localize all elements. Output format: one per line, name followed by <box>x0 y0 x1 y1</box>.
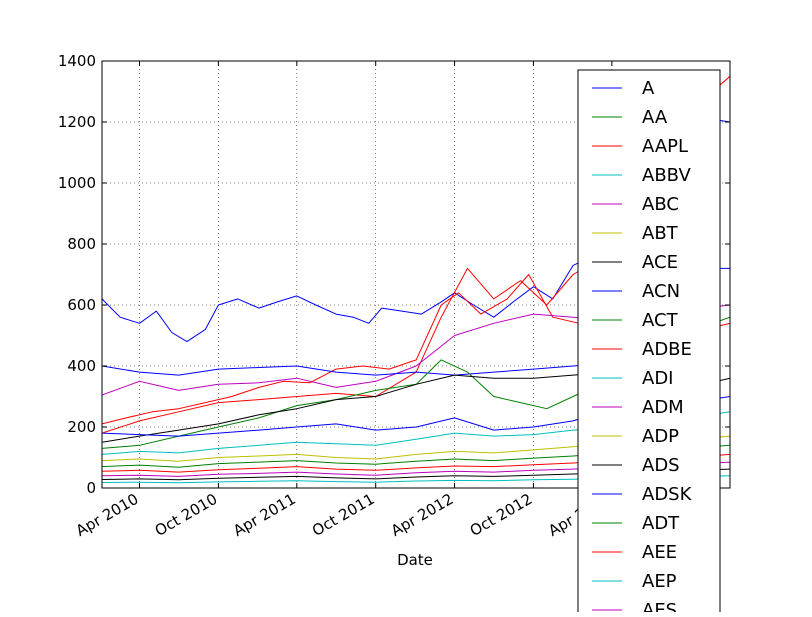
y-tick-label: 1000 <box>58 174 96 192</box>
legend-label: ABT <box>642 223 679 244</box>
legend-label: AAPL <box>642 136 688 157</box>
legend-label: ADT <box>642 513 680 534</box>
legend: AAAAAPLABBVABCABTACEACNACTADBEADIADMADPA… <box>577 69 721 617</box>
y-tick-label: 600 <box>67 296 96 314</box>
legend-label: ADI <box>642 368 673 389</box>
legend-label: ABC <box>642 194 679 215</box>
legend-label: AEE <box>642 542 677 563</box>
y-tick-label: 1400 <box>58 52 96 70</box>
legend-label: ADP <box>642 426 679 447</box>
legend-label: ACN <box>642 281 680 302</box>
x-axis-label: Date <box>397 551 433 569</box>
legend-label: ABBV <box>642 165 691 186</box>
y-axis: 0 200 400 600 800 1000 1200 1400 <box>58 52 730 497</box>
y-tick-label: 0 <box>86 479 96 497</box>
legend-label: A <box>642 78 655 99</box>
legend-label: ADSK <box>642 484 693 505</box>
legend-label: ACE <box>642 252 678 273</box>
legend-label: ADM <box>642 397 684 418</box>
legend-label: AA <box>642 107 668 128</box>
legend-box <box>577 69 721 617</box>
legend-label: ACT <box>642 310 679 331</box>
legend-label: AES <box>642 600 677 612</box>
legend-label: ADBE <box>642 339 692 360</box>
y-tick-label: 800 <box>67 235 96 253</box>
y-tick-label: 1200 <box>58 113 96 131</box>
y-tick-label: 200 <box>67 418 96 436</box>
y-tick-label: 400 <box>67 357 96 375</box>
legend-label: AEP <box>642 571 677 592</box>
plot-frame <box>101 60 731 489</box>
legend-label: ADS <box>642 455 680 476</box>
